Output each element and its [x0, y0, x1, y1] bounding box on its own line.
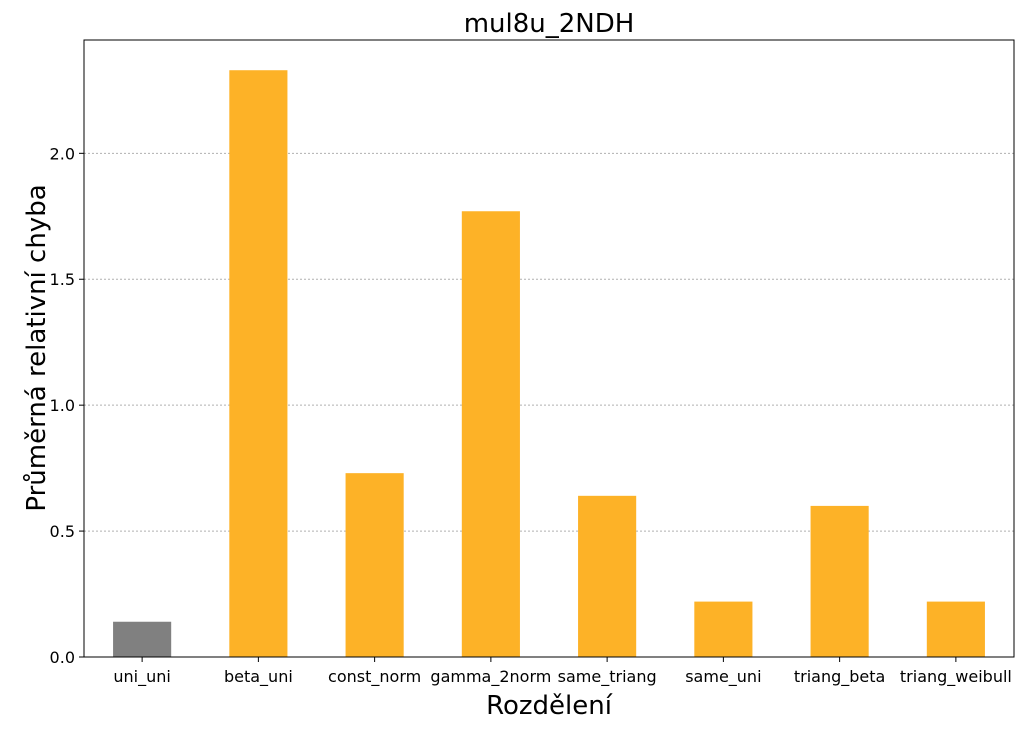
- bar-beta_uni: [229, 70, 288, 658]
- x-tick-label: same_triang: [558, 667, 657, 687]
- y-tick-label: 1.5: [50, 270, 75, 289]
- bar-uni_uni: [113, 621, 172, 657]
- bar-gamma_2norm: [461, 211, 520, 658]
- bar-triang_weibull: [926, 601, 985, 657]
- x-tick-label: const_norm: [328, 667, 421, 687]
- y-axis-label: Průměrná relativní chyba: [22, 184, 52, 511]
- chart-title: mul8u_2NDH: [464, 9, 635, 39]
- bar-same_triang: [578, 495, 637, 657]
- plot-frame: [83, 39, 1015, 658]
- x-tick-label: triang_weibull: [900, 667, 1012, 687]
- x-tick-label: beta_uni: [224, 667, 293, 687]
- y-tick-label: 0.5: [50, 522, 75, 541]
- x-tick-label: uni_uni: [113, 667, 170, 687]
- y-axis-ticks: 0.0 0.5 1.0 1.5 2.0: [50, 144, 84, 667]
- bar-same_uni: [694, 601, 753, 657]
- x-tick-label: same_uni: [685, 667, 761, 687]
- bar-const_norm: [345, 473, 404, 657]
- y-tick-label: 1.0: [50, 396, 75, 415]
- x-tick-label: triang_beta: [794, 667, 885, 687]
- bar-triang_beta: [810, 505, 869, 657]
- grid-lines: [84, 152, 1014, 532]
- x-axis-label: Rozdělení: [486, 691, 613, 721]
- x-tick-label: gamma_2norm: [430, 667, 551, 687]
- y-tick-label: 0.0: [50, 648, 75, 667]
- x-axis-ticks: uni_uni beta_uni const_norm gamma_2norm same…: [113, 657, 1012, 687]
- y-tick-label: 2.0: [50, 144, 75, 163]
- bars: [113, 70, 985, 658]
